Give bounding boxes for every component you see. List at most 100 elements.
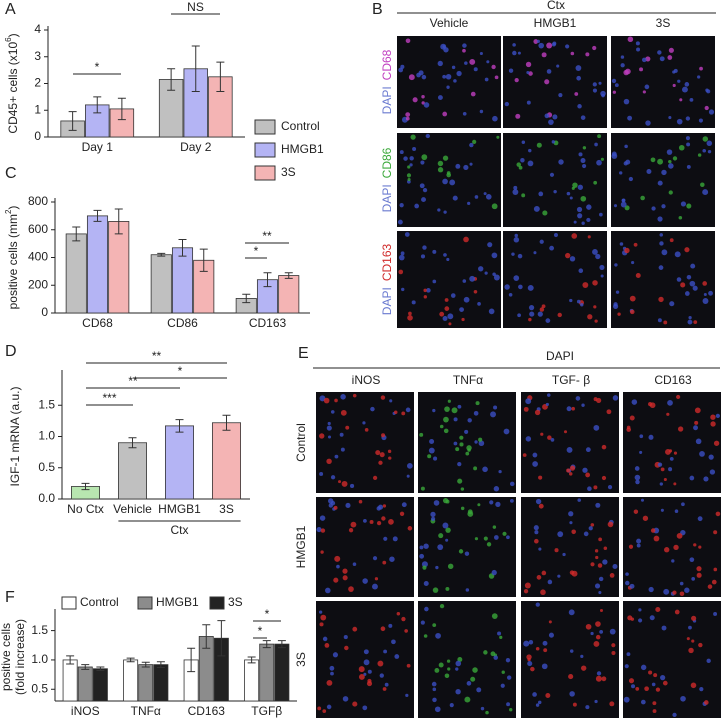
bar [62, 659, 78, 702]
bar [92, 668, 108, 702]
error-bar [247, 656, 256, 664]
cell-dot [629, 583, 635, 589]
cell-dot [698, 545, 702, 549]
cell-dot [432, 279, 437, 284]
cell-dot [541, 52, 547, 58]
cell-dot [444, 298, 449, 302]
cell-dot [399, 203, 404, 208]
cell-dot [406, 173, 412, 178]
cell-dot [469, 162, 473, 166]
micrograph [316, 601, 414, 718]
cell-dot [659, 233, 664, 237]
cell-dot [645, 120, 651, 126]
cell-dot [462, 48, 466, 53]
cell-dot [547, 393, 551, 397]
cell-dot [443, 210, 447, 214]
cell-dot [657, 158, 664, 165]
cell-dot [685, 116, 691, 121]
cell-dot [433, 456, 438, 461]
cell-dot [624, 247, 630, 254]
cell-dot [657, 462, 663, 467]
cell-dot [633, 509, 639, 514]
row-label: DAPI CD163 [380, 243, 394, 315]
cell-dot [443, 47, 449, 53]
cell-dot [485, 193, 492, 200]
row-label: HMGB1 [294, 525, 308, 568]
cell-dot [418, 70, 424, 76]
cell-dot [554, 548, 559, 553]
cell-dot [434, 706, 441, 713]
cell-dot [458, 549, 464, 554]
cell-dot [513, 275, 520, 281]
cell-dot [404, 232, 410, 237]
cell-dot [596, 671, 602, 676]
cell-dot [588, 526, 593, 531]
error-bar [262, 640, 271, 649]
y-tick-label: 2 [34, 76, 41, 90]
cell-dot [406, 663, 411, 668]
cell-dot [460, 506, 465, 511]
cell-dot [504, 284, 510, 290]
cell-dot [640, 664, 647, 671]
cell-dot [491, 252, 498, 259]
sig-label: * [265, 607, 270, 621]
cell-dot [694, 420, 699, 425]
cell-dot [320, 550, 324, 554]
cell-dot [482, 466, 488, 473]
cell-dot [545, 318, 551, 324]
cell-dot [586, 217, 591, 223]
cell-dot [631, 260, 635, 265]
cell-dot [696, 566, 702, 572]
cell-dot [334, 398, 338, 403]
x-tick-label: Day 2 [180, 140, 212, 154]
cell-dot [525, 61, 532, 68]
cell-dot [444, 306, 450, 311]
cell-dot [381, 433, 386, 438]
cell-dot [658, 296, 664, 303]
cell-dot [614, 263, 618, 267]
cell-dot [452, 195, 458, 201]
y-label-part: (fold increase) [13, 619, 27, 695]
cell-dot [592, 280, 598, 286]
cell-dot [674, 509, 679, 513]
cell-dot [382, 504, 387, 508]
cell-dot [479, 109, 484, 114]
cell-dot [655, 606, 661, 613]
y-axis-label: positive cells(fold increase) [0, 619, 27, 695]
error-bar [128, 437, 137, 449]
cell-dot [528, 317, 532, 322]
cell-dot [326, 704, 332, 710]
cell-dot [478, 266, 484, 272]
cell-dot [595, 675, 602, 682]
cell-dot [443, 416, 449, 423]
cell-dot [642, 90, 646, 94]
cell-dot [421, 154, 428, 161]
x-tick-label: No Ctx [67, 502, 104, 516]
cell-dot [628, 544, 634, 549]
cell-dot [462, 43, 467, 48]
cell-dot [538, 503, 544, 509]
bar [259, 643, 275, 702]
cell-dot [439, 603, 445, 609]
cell-dot [453, 417, 458, 422]
cell-dot [539, 307, 545, 312]
cell-dot [455, 689, 461, 695]
cell-dot [324, 643, 330, 648]
cell-dot [527, 160, 534, 167]
cell-dot [474, 440, 478, 444]
cell-dot [673, 544, 679, 551]
cell-dot [606, 409, 612, 415]
cell-dot [703, 293, 707, 297]
error-bar [178, 238, 187, 257]
x-tick-label: CD68 [82, 316, 113, 330]
error-bar [277, 640, 286, 649]
cell-dot [428, 447, 435, 454]
cell-dot [577, 213, 583, 219]
cell-dot [472, 139, 477, 144]
legend-swatch [254, 119, 276, 135]
y-tick-label: 0.0 [38, 491, 55, 505]
x-tick-label: 3S [219, 502, 234, 516]
cell-dot [653, 535, 660, 542]
cell-dot [348, 586, 354, 592]
cell-dot [464, 696, 471, 703]
